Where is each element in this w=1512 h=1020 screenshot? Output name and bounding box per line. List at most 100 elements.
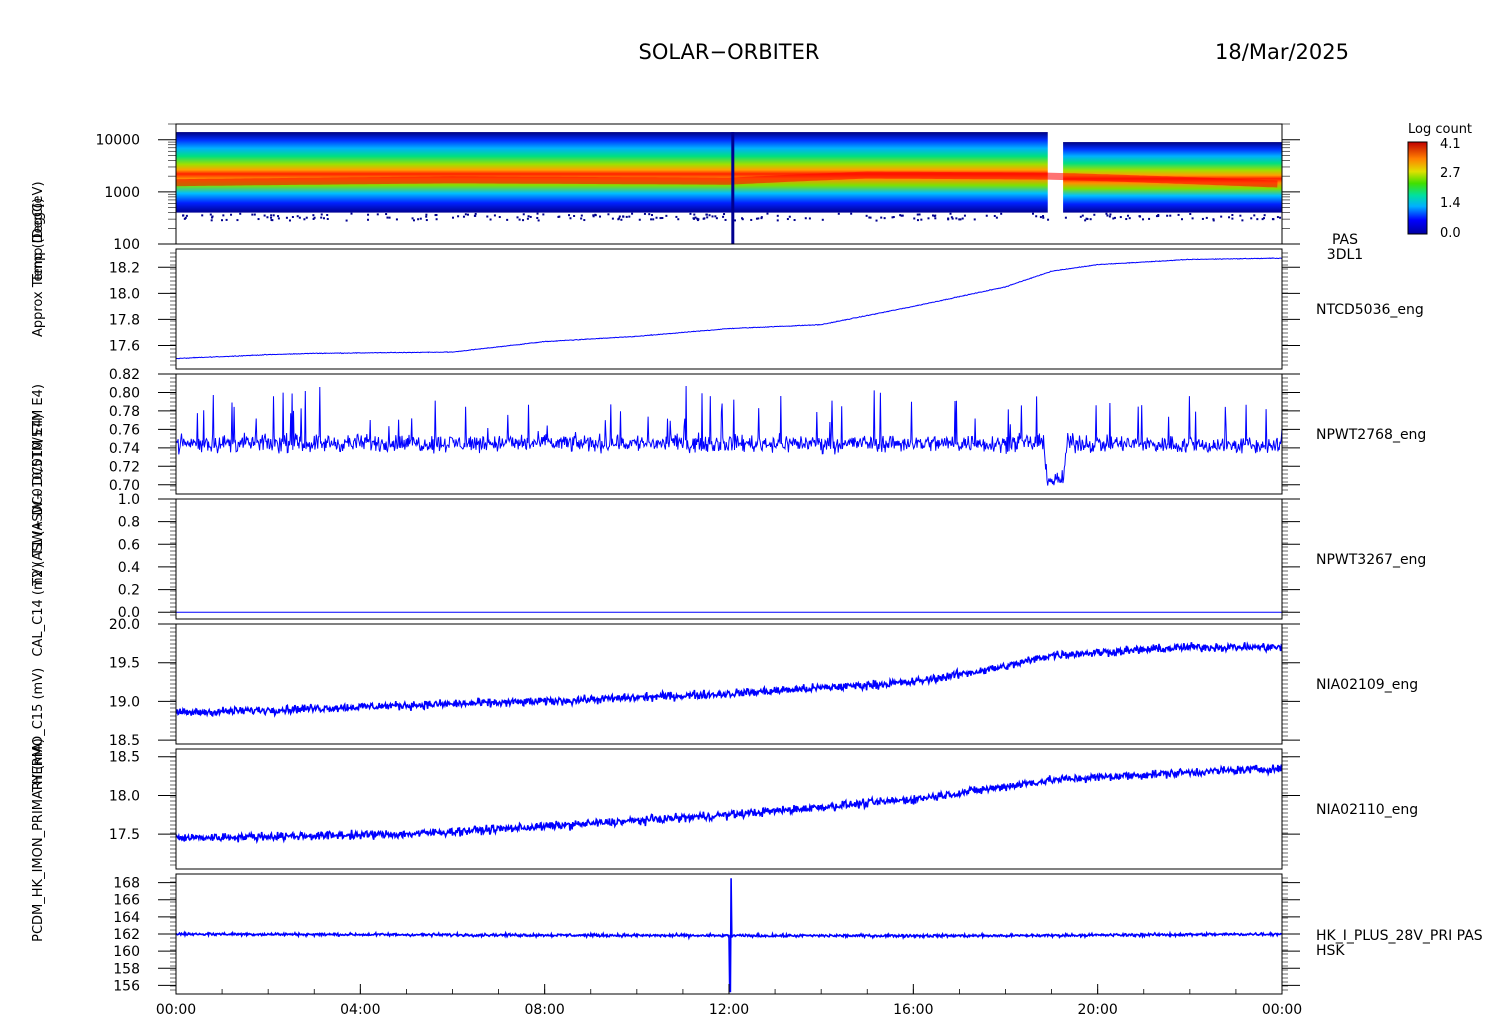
spectrogram-speckle	[522, 213, 525, 216]
spectrogram-speckle	[474, 214, 477, 217]
spectrogram-speckle	[617, 218, 620, 221]
spectrogram-speckle	[251, 213, 254, 216]
spectrogram-speckle	[1250, 217, 1253, 220]
spectrogram-speckle	[659, 217, 662, 220]
spectrogram-speckle	[1106, 214, 1109, 217]
spectrogram-speckle	[462, 215, 465, 218]
spectrogram-speckle	[1035, 215, 1038, 218]
spectrogram-speckle	[611, 217, 614, 220]
y-label-t2: T2 (ASW+ DC010/5TM E4)	[31, 414, 46, 587]
y-tick-label: 18.5	[109, 750, 140, 766]
spectrogram-speckle	[411, 217, 414, 220]
spectrogram-speckle	[592, 215, 595, 218]
spectrogram-speckle	[183, 217, 186, 220]
spectrogram-speckle	[804, 217, 807, 220]
spectrogram-speckle	[1079, 215, 1082, 218]
spectrogram-speckle	[1127, 214, 1130, 217]
y-tick-label: 20.0	[109, 617, 140, 633]
spectrogram-speckle	[1031, 212, 1034, 215]
panel-frame	[175, 748, 1283, 870]
spectrogram-speckle	[1042, 215, 1045, 218]
spectrogram-speckle	[607, 213, 610, 216]
spectrogram-speckle	[312, 217, 315, 220]
spectrogram-speckle	[959, 218, 962, 221]
spectrogram-speckle	[1241, 219, 1244, 222]
spectrogram-speckle	[201, 214, 204, 217]
spectrogram-speckle	[995, 216, 998, 219]
spectrogram-speckle	[1042, 216, 1045, 219]
y-label-cal: CAL_C14 (mV)	[31, 563, 46, 656]
y-tick-label: 162	[113, 927, 140, 943]
spectrogram-speckle	[303, 218, 306, 221]
spectrogram-speckle	[618, 215, 621, 218]
spectrogram-speckle	[760, 216, 763, 219]
spectrogram-speckle	[1105, 212, 1108, 215]
spectrogram-speckle	[536, 212, 539, 215]
y-label-thermo: THERMO_C15 (mV)	[31, 668, 46, 793]
spectrogram-speckle	[622, 215, 625, 218]
spectrogram-speckle	[599, 215, 602, 218]
series-line	[175, 878, 1283, 993]
spectrogram-speckle	[650, 218, 653, 221]
spectrogram-speckle	[1119, 216, 1122, 219]
spectrogram-speckle	[522, 219, 525, 222]
date-label: 18/Mar/2025	[1215, 40, 1349, 64]
series-label: HK_I_PLUS_28V_PRI PAS	[1316, 928, 1483, 944]
spectrogram-speckle	[947, 218, 950, 221]
y-tick-label: 160	[113, 944, 140, 960]
spectrogram-speckle	[1253, 214, 1256, 217]
spectrogram-speckle	[288, 219, 291, 222]
spectrogram-speckle	[296, 215, 299, 218]
series-line	[175, 257, 1283, 360]
panel-npwt2768: 0.82 0.80 0.78 0.76 0.74 0.72 0.70 NPWT2768_eng	[109, 367, 1426, 495]
spectrogram-speckle	[741, 218, 744, 221]
spectrogram-speckle	[1181, 218, 1184, 221]
spectrogram-speckle	[320, 216, 323, 219]
spectrogram-speckle	[750, 218, 753, 221]
spectrogram-speckle	[298, 216, 301, 219]
spectrogram-speckle	[345, 219, 348, 222]
spectrogram-speckle	[326, 213, 329, 216]
spectrogram-speckle	[388, 216, 391, 219]
spectrogram-speckle	[1201, 217, 1204, 220]
spectrogram-speckle	[211, 215, 214, 218]
spectrogram-speckle	[466, 213, 469, 216]
spectrogram-peak	[175, 171, 1278, 188]
y-tick-label: 166	[113, 893, 140, 909]
spectrogram-speckle	[850, 212, 853, 215]
spectrogram-speckle	[305, 216, 308, 219]
spacecraft-title: SOLAR−ORBITER	[638, 40, 819, 64]
y-tick-label: 156	[113, 978, 140, 994]
panel-npwt3267: 1.0 0.8 0.6 0.4 0.2 0.0 NPWT3267_eng	[118, 492, 1427, 621]
spectrogram-speckle	[270, 216, 273, 219]
spectrogram-speckle	[266, 216, 269, 219]
spectrogram-speckle	[1191, 217, 1194, 220]
y-tick-label: 19.5	[109, 656, 140, 672]
spectrogram-speckle	[222, 214, 225, 217]
series-label: NTCD5036_eng	[1316, 302, 1424, 318]
spectrogram-speckle	[880, 216, 883, 219]
series-label: NIA02110_eng	[1316, 802, 1418, 818]
y-tick-label: 1.0	[118, 492, 140, 508]
spectrogram-speckle	[1239, 214, 1242, 217]
spectrogram-speckle	[350, 212, 353, 215]
spectrogram-speckle	[474, 212, 477, 215]
spectrogram-speckle	[1263, 214, 1266, 217]
panel-nia02109: 20.0 19.5 19.0 18.5 NIA02109_eng	[109, 617, 1418, 749]
spectrogram-speckle	[638, 218, 641, 221]
spectrogram-speckle	[451, 216, 454, 219]
y-tick-label: 0.70	[109, 478, 140, 494]
spectrogram-speckle	[367, 218, 370, 221]
y-tick-label: 17.6	[109, 339, 140, 355]
y-tick-label: 0.8	[118, 515, 140, 531]
spectrogram-speckle	[993, 214, 996, 217]
spectrogram-speckle	[963, 214, 966, 217]
spectrogram-speckle	[526, 217, 529, 220]
spectrogram-speckle	[573, 214, 576, 217]
panel-frame	[175, 123, 1283, 245]
spectrogram-speckle	[1125, 218, 1128, 221]
y-label-t1: T1 (ASW+ DC010/5TM E4)	[31, 384, 46, 557]
spectrogram-speckle	[506, 218, 509, 221]
spectrogram-speckle	[277, 217, 280, 220]
spectrogram-speckle	[625, 215, 628, 218]
